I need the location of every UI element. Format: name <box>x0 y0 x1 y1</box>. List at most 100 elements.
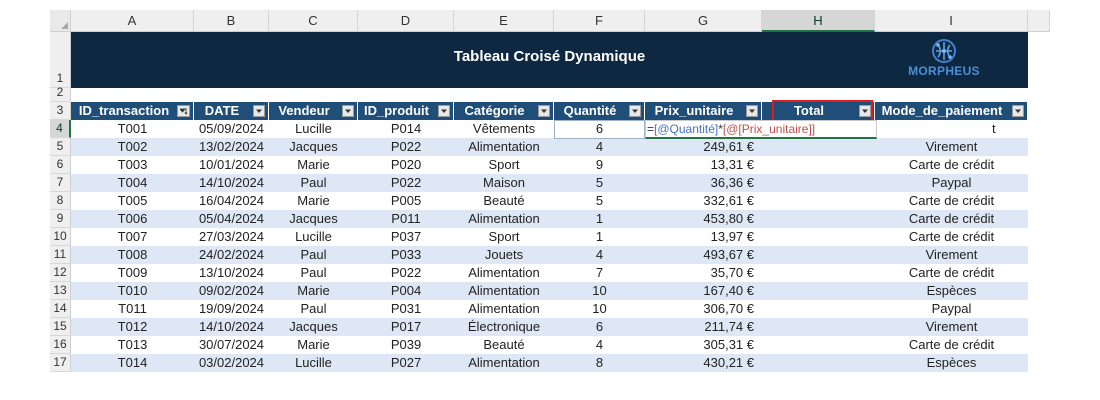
table-cell[interactable]: Marie <box>297 157 330 172</box>
table-cell[interactable]: P014 <box>390 121 422 136</box>
table-cell[interactable]: T006 <box>117 211 148 226</box>
table-header-cell[interactable]: Prix_unitaire <box>645 102 762 120</box>
table-cell[interactable]: T004 <box>117 175 148 190</box>
table-cell[interactable] <box>762 210 875 228</box>
table-cell[interactable]: 6 <box>595 121 604 136</box>
table-cell[interactable]: T012 <box>117 319 148 334</box>
table-cell[interactable]: Alimentation <box>468 355 540 370</box>
table-cell[interactable] <box>762 192 875 210</box>
row-header-11[interactable]: 11 <box>50 246 71 264</box>
table-cell[interactable] <box>762 156 875 174</box>
column-header-e[interactable]: E <box>454 10 554 32</box>
table-cell[interactable]: Paypal <box>931 301 972 316</box>
table-cell[interactable]: 430,21 € <box>703 355 754 370</box>
table-cell[interactable]: Marie <box>297 283 330 298</box>
table-cell[interactable]: P039 <box>390 337 422 352</box>
row-header-7[interactable]: 7 <box>50 174 71 192</box>
table-cell[interactable]: Paul <box>300 265 327 280</box>
table-cell[interactable]: Beauté <box>483 337 525 352</box>
table-cell[interactable]: T010 <box>117 283 148 298</box>
table-cell[interactable]: T005 <box>117 193 148 208</box>
row-header-4[interactable]: 4 <box>50 120 71 138</box>
table-cell[interactable]: 4 <box>595 247 604 262</box>
table-cell[interactable]: T009 <box>117 265 148 280</box>
table-cell[interactable]: Espèces <box>926 283 977 298</box>
table-cell[interactable]: Sport <box>488 229 520 244</box>
table-cell[interactable]: 4 <box>595 139 604 154</box>
table-cell[interactable] <box>762 264 875 282</box>
table-cell[interactable]: 10 <box>592 283 607 298</box>
table-cell[interactable]: 305,31 € <box>703 337 754 352</box>
table-cell[interactable]: 30/07/2024 <box>198 337 265 352</box>
table-cell[interactable]: Marie <box>297 193 330 208</box>
table-cell[interactable]: 6 <box>595 319 604 334</box>
sort-filter-dropdown-icon[interactable] <box>177 105 190 117</box>
table-cell[interactable]: Alimentation <box>468 301 540 316</box>
table-cell[interactable]: 03/02/2024 <box>198 355 265 370</box>
table-cell[interactable]: Virement <box>925 247 978 262</box>
table-cell[interactable]: 09/02/2024 <box>198 283 265 298</box>
table-cell[interactable]: P027 <box>390 355 422 370</box>
filter-dropdown-icon[interactable] <box>859 105 871 117</box>
table-cell[interactable]: 332,61 € <box>703 193 754 208</box>
table-cell[interactable]: Paypal <box>931 175 972 190</box>
table-cell[interactable]: Jacques <box>289 211 338 226</box>
table-cell[interactable]: P005 <box>390 193 422 208</box>
table-cell[interactable]: Lucille <box>295 355 332 370</box>
table-cell[interactable]: Carte de crédit <box>908 193 995 208</box>
table-cell[interactable]: 167,40 € <box>703 283 754 298</box>
row-header-13[interactable]: 13 <box>50 282 71 300</box>
table-cell[interactable]: T008 <box>117 247 148 262</box>
table-cell[interactable]: 05/04/2024 <box>198 211 265 226</box>
table-cell[interactable]: 5 <box>595 175 604 190</box>
table-cell[interactable]: Virement <box>925 139 978 154</box>
table-cell[interactable]: T011 <box>118 301 147 316</box>
table-cell[interactable]: Jouets <box>484 247 524 262</box>
table-cell[interactable]: 5 <box>595 193 604 208</box>
table-cell[interactable] <box>762 138 875 156</box>
table-cell[interactable]: Carte de crédit <box>908 265 995 280</box>
formula-edit-cell[interactable]: =[@Quantité]*[@[Prix_unitaire]] <box>645 120 877 139</box>
table-cell[interactable]: P022 <box>390 139 422 154</box>
table-cell[interactable]: P004 <box>390 283 422 298</box>
table-header-cell[interactable]: Total <box>762 102 875 120</box>
table-cell[interactable]: 14/10/2024 <box>198 319 265 334</box>
row-header-6[interactable]: 6 <box>50 156 71 174</box>
table-cell[interactable]: Alimentation <box>468 265 540 280</box>
table-cell[interactable]: P022 <box>390 265 422 280</box>
row-header-16[interactable]: 16 <box>50 336 71 354</box>
table-cell[interactable]: Lucille <box>295 229 332 244</box>
table-cell[interactable]: Carte de crédit <box>908 211 995 226</box>
table-cell[interactable]: P022 <box>390 175 422 190</box>
table-cell[interactable]: 306,70 € <box>703 301 754 316</box>
table-cell[interactable]: 13,31 € <box>710 157 754 172</box>
column-header-g[interactable]: G <box>645 10 762 32</box>
table-cell[interactable]: 13,97 € <box>710 229 754 244</box>
table-cell[interactable]: 211,74 € <box>704 319 754 334</box>
table-cell[interactable]: 36,36 € <box>710 175 754 190</box>
table-cell[interactable]: Carte de crédit <box>908 229 995 244</box>
table-cell[interactable] <box>762 318 875 336</box>
table-cell[interactable]: 24/02/2024 <box>198 247 265 262</box>
table-cell[interactable]: Paul <box>300 301 327 316</box>
table-cell[interactable]: 13/10/2024 <box>198 265 265 280</box>
table-cell[interactable]: 249,61 € <box>703 139 754 154</box>
table-cell[interactable] <box>762 174 875 192</box>
table-cell[interactable]: P037 <box>390 229 422 244</box>
filter-dropdown-icon[interactable] <box>538 105 550 117</box>
table-cell[interactable]: 14/10/2024 <box>198 175 265 190</box>
filter-dropdown-icon[interactable] <box>1012 105 1024 117</box>
table-cell[interactable] <box>875 120 1028 138</box>
table-cell[interactable]: Paul <box>300 175 327 190</box>
table-cell[interactable]: Jacques <box>289 319 338 334</box>
filter-dropdown-icon[interactable] <box>746 105 758 117</box>
row-header-10[interactable]: 10 <box>50 228 71 246</box>
table-cell[interactable] <box>762 282 875 300</box>
table-cell[interactable]: Beauté <box>483 193 525 208</box>
table-header-cell[interactable]: Vendeur <box>269 102 358 120</box>
table-header-cell[interactable]: Mode_de_paiement <box>875 102 1028 120</box>
table-header-cell[interactable]: ID_produit <box>358 102 454 120</box>
select-all-button[interactable] <box>50 10 71 32</box>
filter-dropdown-icon[interactable] <box>342 105 354 117</box>
